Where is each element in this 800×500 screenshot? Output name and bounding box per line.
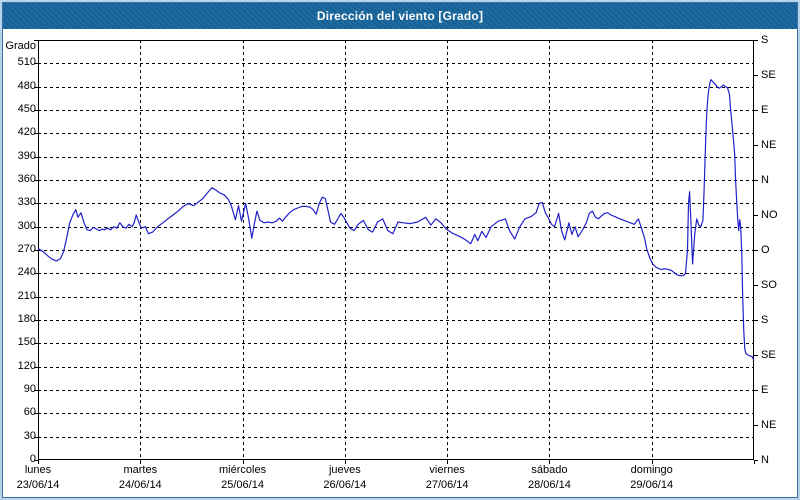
- x-day-label: viernes: [429, 464, 465, 476]
- y-tick-label: 330: [17, 196, 36, 209]
- y-tick-label: 420: [17, 126, 36, 139]
- y-tick-label: 150: [17, 336, 36, 349]
- y-tick-label: 450: [17, 103, 36, 115]
- compass-label: SE: [761, 69, 776, 81]
- compass-label: N: [761, 174, 769, 186]
- x-day-label: miércoles: [219, 464, 267, 476]
- compass-label: SE: [761, 349, 776, 361]
- compass-label: O: [761, 244, 770, 256]
- y-tick-label: 510: [17, 56, 36, 69]
- x-date-label: 26/06/14: [323, 479, 367, 491]
- compass-label: E: [761, 384, 769, 396]
- y-tick-label: 270: [17, 243, 36, 255]
- y-tick-label: 480: [17, 79, 36, 92]
- y-tick-label: 60: [23, 406, 36, 419]
- y-tick-label: 120: [17, 359, 36, 372]
- x-day-label: martes: [123, 464, 158, 476]
- x-date-label: 29/06/14: [630, 479, 674, 491]
- compass-label: NO: [761, 209, 778, 221]
- y-tick-label: 300: [17, 219, 36, 232]
- compass-label: NE: [761, 419, 777, 431]
- compass-label: N: [761, 454, 769, 466]
- chart-title: Dirección del viento [Grado]: [316, 9, 484, 23]
- x-date-label: 28/06/14: [528, 479, 571, 491]
- x-day-label: jueves: [328, 464, 361, 476]
- chart-area: Grado 510 480 450 420 390 360 330 300 270 240 210 1…: [3, 29, 797, 497]
- plot-area: [34, 40, 758, 464]
- compass-label: S: [761, 34, 769, 46]
- y-tick-label: 360: [17, 173, 36, 185]
- y-tick-label: 0: [29, 453, 36, 465]
- x-date-label: 23/06/14: [16, 479, 60, 491]
- compass-label: S: [761, 314, 769, 326]
- x-date-label: 24/06/14: [118, 479, 162, 491]
- y-tick-label: 390: [17, 149, 36, 162]
- y-tick-label: 90: [23, 383, 36, 395]
- x-date-label: 25/06/14: [221, 479, 264, 491]
- x-day-label: domingo: [630, 464, 673, 476]
- y-tick-label: 180: [17, 313, 36, 325]
- x-day-label: lunes: [24, 464, 52, 476]
- x-date-label: 27/06/14: [425, 479, 469, 491]
- plot-border: [38, 40, 754, 460]
- compass-label: E: [761, 104, 769, 116]
- compass-label: SO: [761, 279, 777, 291]
- title-bar: Dirección del viento [Grado]: [3, 3, 797, 29]
- y-tick-label: 210: [17, 289, 36, 302]
- y-tick-label: 30: [23, 429, 36, 442]
- compass-label: NE: [761, 139, 777, 151]
- y-tick-label: 240: [17, 266, 36, 279]
- wind-direction-line: [37, 79, 755, 361]
- x-day-label: sábado: [531, 464, 568, 476]
- y-axis-title: Grado: [5, 40, 36, 52]
